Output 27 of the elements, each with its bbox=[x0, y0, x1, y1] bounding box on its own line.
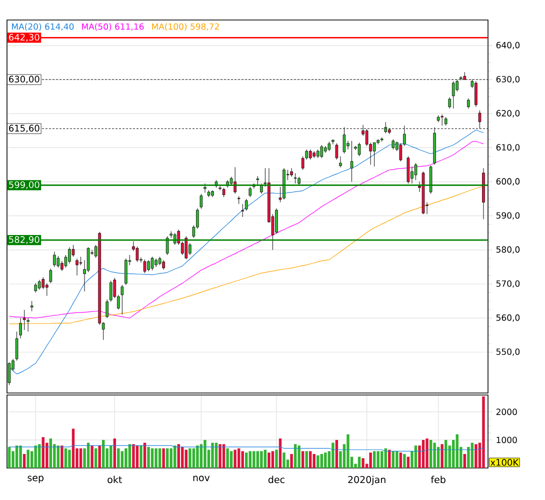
ref-line-label: 599,00 bbox=[9, 181, 40, 190]
x-tick-label: dec bbox=[268, 476, 284, 484]
y-tick-label: 580,0 bbox=[496, 246, 520, 254]
x-tick-label: feb bbox=[430, 476, 446, 484]
x-tick-label: nov bbox=[193, 476, 210, 482]
ref-line-label: 582,90 bbox=[9, 236, 40, 244]
ref-line-label: 630,00 bbox=[9, 76, 40, 84]
y-axis-title: x100K bbox=[490, 458, 519, 466]
y-tick-label: 630,0 bbox=[496, 76, 520, 84]
y-tick-label: 550,0 bbox=[496, 348, 520, 356]
text: MA(20) 614,40 bbox=[12, 23, 74, 31]
x-tick-label: okt bbox=[108, 476, 122, 484]
y-tick-label: 610,0 bbox=[496, 144, 520, 152]
ref-line-label: 642,30 bbox=[9, 34, 40, 42]
y-tick-label: 1000 bbox=[496, 436, 517, 444]
y-tick-label: 2000 bbox=[496, 408, 517, 416]
y-tick-label: 640,0 bbox=[496, 42, 520, 50]
y-tick-label: 590,0 bbox=[496, 212, 520, 220]
ref-line-label: 615,60 bbox=[9, 124, 40, 133]
x-tick-label: 2020jan bbox=[348, 476, 386, 485]
text: MA(50) 611,16 bbox=[82, 23, 144, 31]
text: MA(100) 598,72 bbox=[152, 23, 219, 31]
y-tick-label: 620,0 bbox=[496, 110, 520, 118]
y-tick-label: 600,0 bbox=[496, 178, 520, 186]
y-tick-label: 570,0 bbox=[496, 280, 520, 288]
y-tick-label: 560,0 bbox=[496, 314, 520, 322]
x-tick-label: sep bbox=[28, 476, 44, 484]
